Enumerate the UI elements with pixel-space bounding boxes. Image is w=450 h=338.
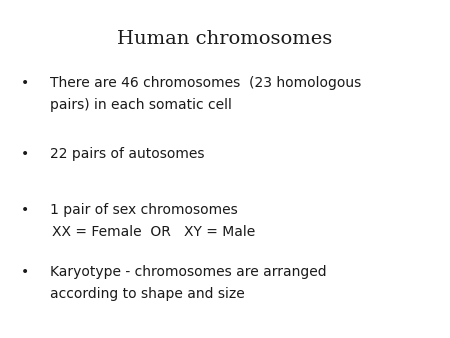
Text: •: • [21, 265, 29, 279]
Text: •: • [21, 76, 29, 90]
Text: pairs) in each somatic cell: pairs) in each somatic cell [50, 98, 231, 112]
Text: 22 pairs of autosomes: 22 pairs of autosomes [50, 147, 204, 161]
Text: 1 pair of sex chromosomes: 1 pair of sex chromosomes [50, 203, 237, 217]
Text: There are 46 chromosomes  (23 homologous: There are 46 chromosomes (23 homologous [50, 76, 361, 90]
Text: Human chromosomes: Human chromosomes [117, 30, 333, 48]
Text: •: • [21, 147, 29, 161]
Text: •: • [21, 203, 29, 217]
Text: XX = Female  OR   XY = Male: XX = Female OR XY = Male [52, 225, 255, 239]
Text: Karyotype - chromosomes are arranged: Karyotype - chromosomes are arranged [50, 265, 326, 279]
Text: according to shape and size: according to shape and size [50, 287, 244, 301]
